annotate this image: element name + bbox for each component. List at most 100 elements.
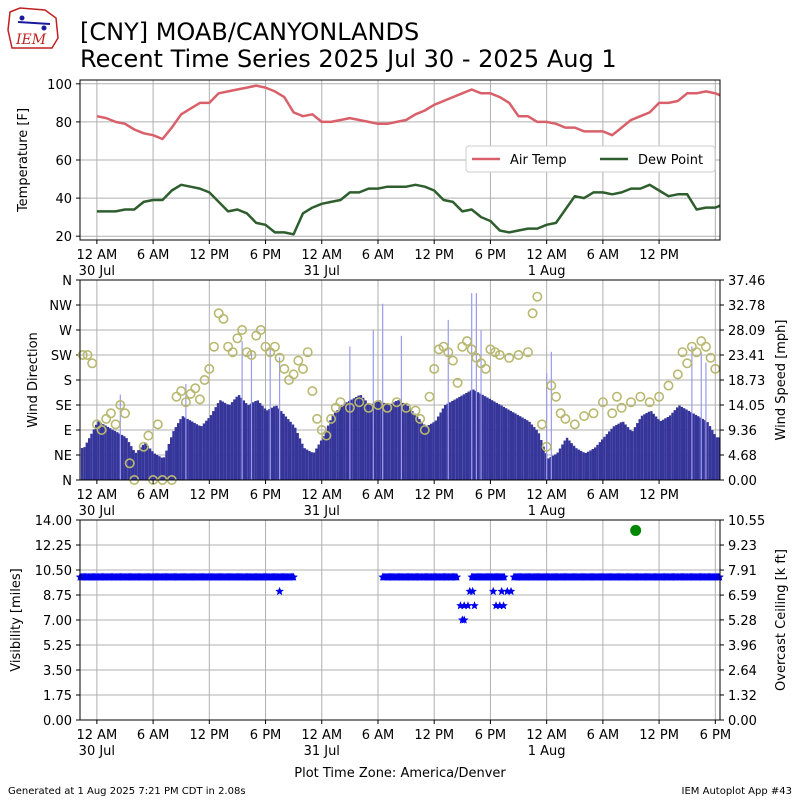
wind-direction-point [176, 386, 187, 397]
wind-speed-bar [512, 412, 515, 480]
wind-speed-bar [303, 448, 306, 480]
wind-speed-bar [202, 423, 206, 480]
visibility-point [289, 572, 298, 581]
wind-direction-point [447, 355, 458, 366]
wind-speed-bar [240, 397, 243, 480]
wind-speed-bar [504, 408, 508, 480]
wind-direction-point [255, 324, 266, 335]
wind-speed-bar [488, 398, 491, 480]
wind-speed-bar [673, 410, 676, 480]
wind-speed-bar [315, 448, 318, 480]
x-tick-label: 12 PM [189, 488, 229, 503]
wind-speed-bar [451, 401, 454, 480]
wind-speed-bar [647, 411, 651, 480]
wind-direction-point [625, 397, 636, 408]
wind-speed-bar [582, 452, 585, 480]
wind-speed-bar [619, 422, 623, 480]
wind-direction-point [312, 413, 323, 424]
wind-speed-bar [336, 410, 339, 480]
wind-direction-point [274, 352, 285, 363]
visibility-axis-label: Visibility [miles] [9, 568, 24, 671]
wind-speed-bar [88, 438, 91, 480]
wind-speed-bar [701, 418, 705, 480]
wind-speed-bar [95, 424, 98, 480]
wind-speed-bar [507, 409, 510, 480]
wind-direction-point [199, 374, 210, 385]
wind-direction-point [77, 349, 88, 360]
wind-speed-bar [212, 411, 215, 480]
visibility-point [500, 572, 509, 581]
wind-speed-bar [718, 437, 721, 480]
wind-speed-bar [357, 395, 360, 480]
wind-direction-point [237, 324, 248, 335]
wind-speed-bar [319, 440, 323, 480]
visibility-point [456, 601, 465, 610]
wind-speed-bar [446, 403, 449, 480]
wind-speed-bar [397, 400, 400, 480]
wind-speed-bar [544, 453, 548, 480]
wind-speed-bar [287, 419, 290, 480]
wind-speed-bar [186, 418, 189, 480]
wind-speed-bar [366, 403, 370, 480]
wind-speed-bar [387, 405, 391, 480]
wind-speed-bar [155, 454, 159, 480]
wind-direction-point [335, 397, 346, 408]
wind-speed-bar [500, 405, 503, 480]
wind-speed-bar [495, 402, 498, 480]
wind-direction-point [705, 352, 716, 363]
wind-speed-bar [694, 414, 698, 480]
wind-direction-point [180, 397, 191, 408]
wind-speed-bar [198, 425, 201, 480]
iem-logo: IEM [7, 7, 59, 49]
wind-speed-bar [237, 395, 241, 480]
wind-direction-point [541, 441, 552, 452]
wind-direction-point [588, 408, 599, 419]
wind-speed-bar [425, 426, 428, 480]
wind-speed-bar [127, 442, 131, 480]
wind-direction-point [372, 399, 383, 410]
wind-speed-bar [626, 427, 630, 480]
visibility-point [275, 586, 284, 596]
wind-speed-bar [575, 448, 578, 480]
wind-speed-bar [699, 417, 702, 480]
wind-speed-bar [472, 389, 475, 480]
y-tick-label: 14.00 [35, 514, 72, 529]
wind-direction-point [209, 341, 220, 352]
wind-direction-point [246, 349, 257, 360]
wind-speed-bar [230, 402, 234, 480]
y-tick-label: 40 [55, 192, 72, 207]
x-date-label: 31 Jul [304, 264, 340, 279]
wind-speed-bar [570, 443, 573, 480]
wind-speed-bar [141, 444, 145, 480]
wind-speed-bar [371, 403, 374, 480]
plot-frame [79, 79, 721, 241]
overcast-ceiling-point [630, 524, 642, 536]
x-tick-label: 12 AM [526, 488, 567, 503]
wind-speed-bar [497, 404, 501, 480]
x-tick-label: 12 AM [526, 728, 567, 743]
wind-direction-point [635, 391, 646, 402]
wind-speed-bar [659, 421, 662, 480]
y-tick-label: SE [56, 399, 72, 414]
wind-speed-bar [385, 404, 388, 480]
wind-speed-bar [170, 437, 173, 480]
wind-direction-point [569, 419, 580, 430]
wind-direction-point [302, 347, 313, 358]
wind-speed-bar [291, 424, 295, 480]
wind-speed-bar [322, 436, 325, 480]
wind-speed-bar [116, 432, 119, 480]
wind-speed-bar [191, 421, 194, 480]
wind-speed-bar [406, 405, 409, 480]
wind-speed-bar [516, 414, 520, 480]
wind-direction-point [677, 347, 688, 358]
x-tick-label: 6 PM [700, 728, 731, 743]
wind-speed-bar [617, 423, 620, 480]
x-date-label: 31 Jul [304, 744, 340, 759]
wind-direction-point [532, 291, 543, 302]
wind-direction-point [204, 363, 215, 374]
wind-direction-point [682, 358, 693, 369]
wind-direction-point [115, 399, 126, 410]
y-right-tick-label: 1.32 [728, 689, 757, 704]
wind-speed-bar [408, 408, 412, 480]
visibility-point [499, 601, 508, 610]
